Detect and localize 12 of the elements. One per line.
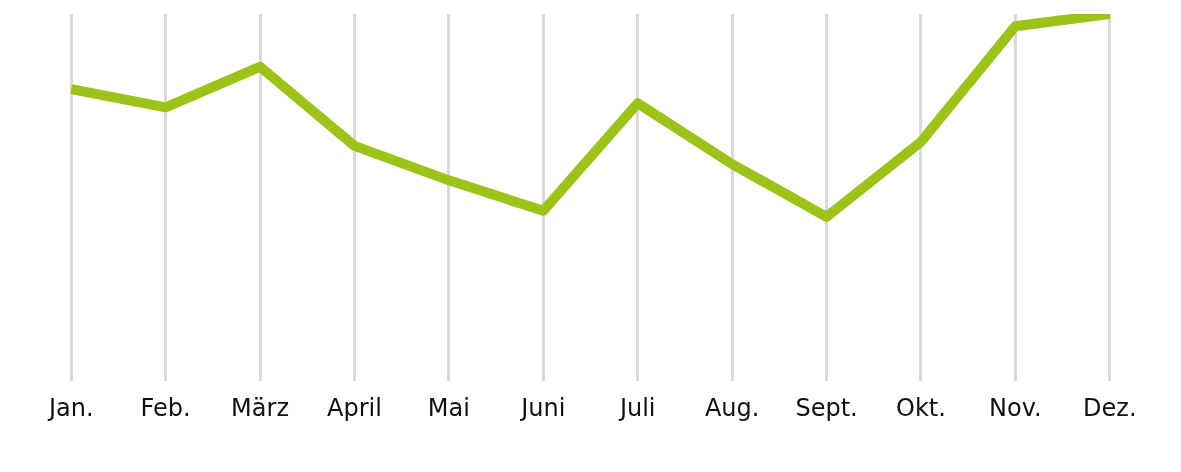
x-tick-label: Nov.: [989, 393, 1042, 422]
x-tick-label: Mai: [427, 393, 470, 422]
x-tick-label: Aug.: [704, 393, 760, 422]
x-tick-label: März: [231, 393, 289, 422]
x-tick-label: Okt.: [896, 393, 946, 422]
x-tick-label: Dez.: [1083, 393, 1137, 422]
x-tick-label: Juli: [617, 393, 656, 422]
x-tick-label: Sept.: [795, 393, 858, 422]
x-tick-label: Jan.: [46, 393, 94, 422]
x-tick-label: Feb.: [140, 393, 191, 422]
x-tick-label: April: [327, 393, 382, 422]
x-tick-label: Juni: [519, 393, 566, 422]
